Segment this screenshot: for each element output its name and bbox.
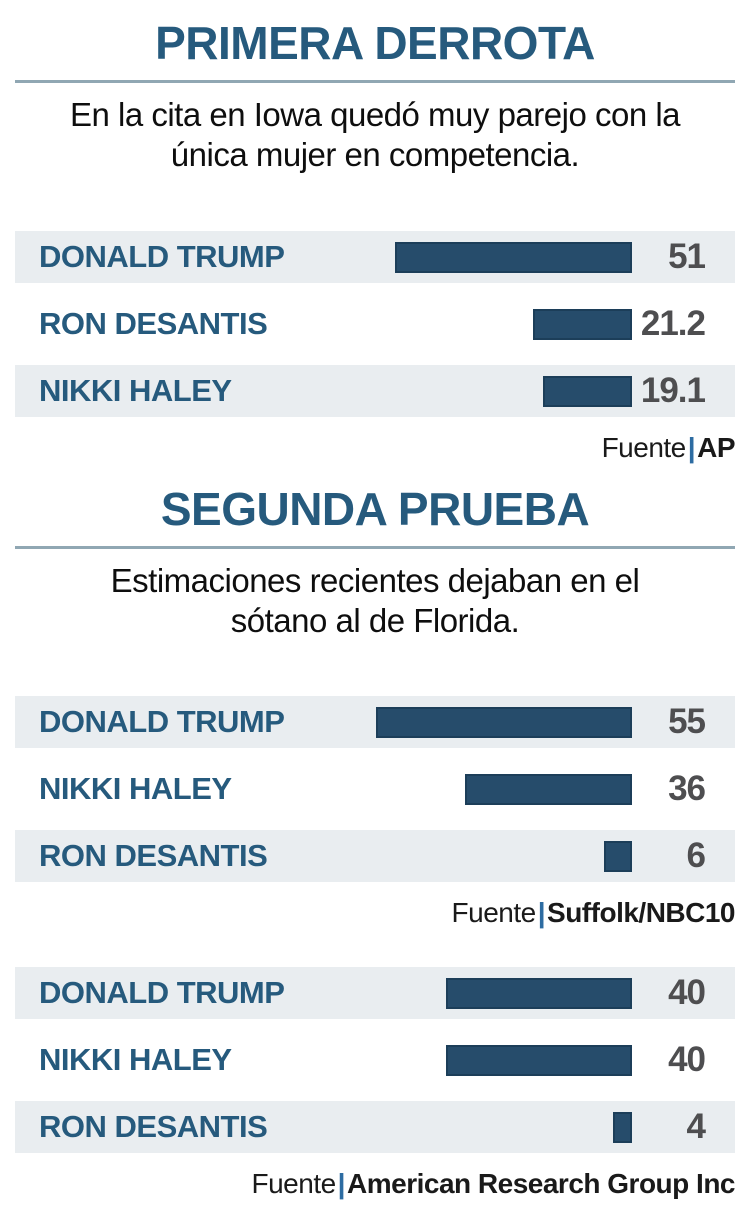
bar-track	[370, 375, 632, 407]
bar-track	[370, 977, 632, 1009]
bar-ron-desantis	[533, 308, 632, 340]
source-separator: |	[687, 432, 696, 463]
bar-chart-arg: DONALD TRUMP 40 NIKKI HALEY 40 RON DESAN…	[15, 967, 735, 1200]
chart-row: DONALD TRUMP 51	[15, 231, 735, 283]
source-line: Fuente|American Research Group Inc	[15, 1168, 736, 1200]
chart-row: DONALD TRUMP 55	[15, 696, 735, 748]
source-line: Fuente|Suffolk/NBC10	[15, 897, 736, 929]
chart-row: RON DESANTIS 21.2	[15, 298, 735, 350]
bar-chart-suffolk: DONALD TRUMP 55 NIKKI HALEY 36 RON DESAN…	[15, 696, 735, 929]
source-label: Fuente	[451, 897, 537, 928]
bar-track	[370, 1111, 632, 1143]
bar-value: 40	[668, 973, 706, 1012]
bar-chart-iowa: DONALD TRUMP 51 RON DESANTIS 21.2 NIKKI …	[15, 231, 735, 464]
bar-donald-trump	[446, 977, 632, 1009]
section-title-segunda-prueba: SEGUNDA PRUEBA	[160, 483, 590, 535]
source-label: Fuente	[251, 1168, 337, 1199]
source-line: Fuente|AP	[15, 432, 736, 464]
candidate-label: DONALD TRUMP	[39, 975, 285, 1010]
section-title-primera-derrota: PRIMERA DERROTA	[155, 17, 595, 69]
bar-ron-desantis	[613, 1111, 632, 1143]
bar-nikki-haley	[543, 375, 632, 407]
source-separator: |	[337, 1168, 346, 1199]
bar-value: 55	[668, 702, 706, 741]
bar-ron-desantis	[604, 840, 632, 872]
chart-row: NIKKI HALEY 36	[15, 763, 735, 815]
bar-donald-trump	[376, 706, 632, 738]
bar-track	[370, 706, 632, 738]
bar-track	[370, 1044, 632, 1076]
bar-value: 51	[668, 237, 706, 276]
candidate-label: NIKKI HALEY	[39, 373, 232, 408]
source-label: Fuente	[601, 432, 687, 463]
bar-nikki-haley	[464, 773, 632, 805]
bar-value: 6	[686, 836, 706, 875]
chart-row: NIKKI HALEY 19.1	[15, 365, 735, 417]
bar-value: 40	[668, 1040, 706, 1079]
title-divider	[15, 80, 735, 83]
candidate-label: RON DESANTIS	[39, 306, 268, 341]
source-name: Suffolk/NBC10	[547, 897, 735, 928]
bar-value: 36	[668, 769, 706, 808]
title-divider	[15, 546, 735, 549]
candidate-label: RON DESANTIS	[39, 1109, 268, 1144]
subtitle-line: Estimaciones recientes dejaban en el	[110, 562, 640, 599]
chart-row: NIKKI HALEY 40	[15, 1034, 735, 1086]
candidate-label: NIKKI HALEY	[39, 1042, 232, 1077]
bar-track	[370, 241, 632, 273]
candidate-label: DONALD TRUMP	[39, 704, 285, 739]
bar-value: 19.1	[640, 371, 706, 410]
source-separator: |	[537, 897, 546, 928]
subtitle-line: En la cita en Iowa quedó muy parejo con …	[69, 96, 681, 133]
bar-track	[370, 773, 632, 805]
subtitle-line: sótano al de Florida.	[230, 602, 520, 639]
bar-value: 4	[686, 1107, 706, 1146]
source-name: American Research Group Inc	[347, 1168, 735, 1199]
chart-row: RON DESANTIS 6	[15, 830, 735, 882]
chart-row: RON DESANTIS 4	[15, 1101, 735, 1153]
bar-value: 21.2	[640, 304, 706, 343]
section-subtitle: Estimaciones recientes dejaban en el sót…	[15, 561, 735, 641]
bar-nikki-haley	[446, 1044, 632, 1076]
candidate-label: NIKKI HALEY	[39, 771, 232, 806]
section-subtitle: En la cita en Iowa quedó muy parejo con …	[15, 95, 735, 175]
source-name: AP	[697, 432, 735, 463]
bar-donald-trump	[394, 241, 632, 273]
bar-track	[370, 840, 632, 872]
candidate-label: RON DESANTIS	[39, 838, 268, 873]
bar-track	[370, 308, 632, 340]
subtitle-line: única mujer en competencia.	[170, 136, 580, 173]
candidate-label: DONALD TRUMP	[39, 239, 285, 274]
chart-row: DONALD TRUMP 40	[15, 967, 735, 1019]
